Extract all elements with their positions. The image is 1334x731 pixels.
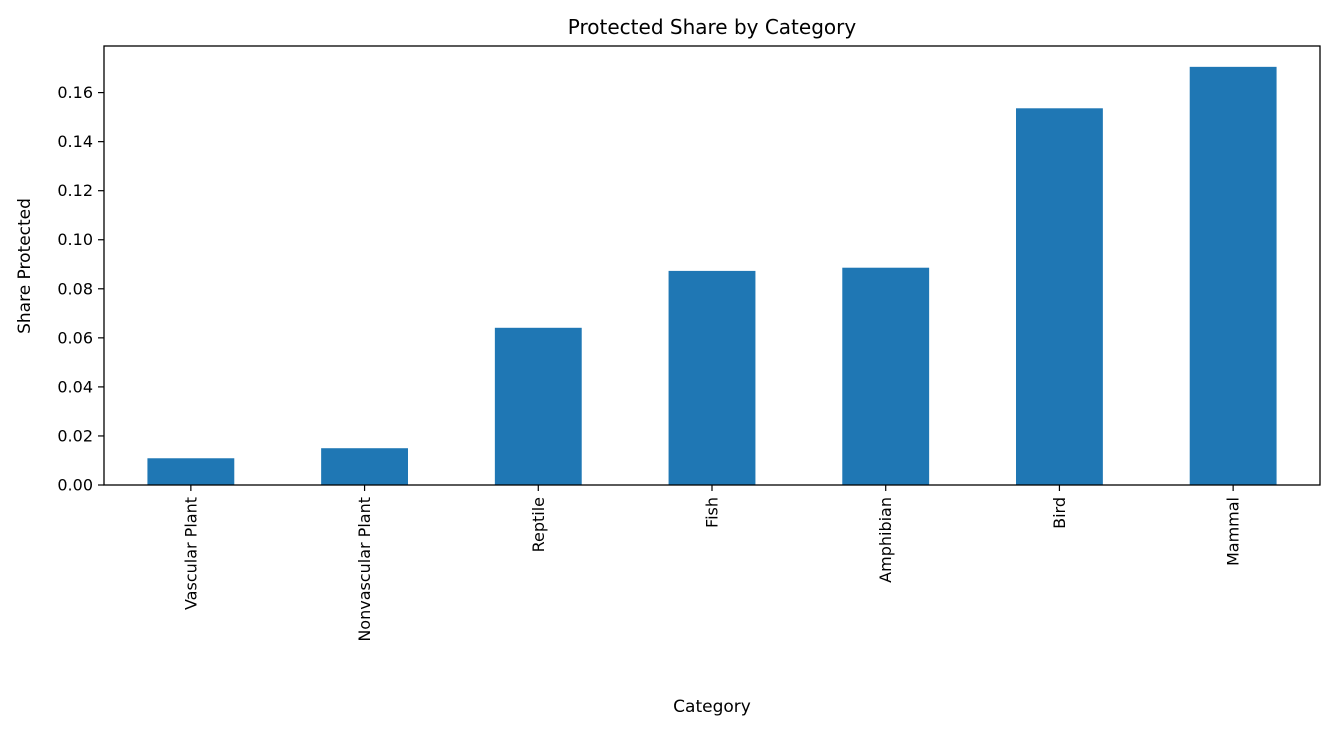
x-tick-label: Reptile <box>529 497 548 552</box>
bar-amphibian <box>842 267 930 485</box>
chart-title: Protected Share by Category <box>568 15 857 39</box>
x-tick-label: Bird <box>1050 497 1069 529</box>
x-tick-label: Vascular Plant <box>181 497 200 610</box>
bar-nonvascular-plant <box>321 448 408 485</box>
y-tick-label: 0.08 <box>57 279 93 298</box>
y-tick-label: 0.12 <box>57 181 93 200</box>
y-tick-label: 0.04 <box>57 377 93 396</box>
y-axis-label: Share Protected <box>15 198 35 334</box>
bar-reptile <box>494 327 582 485</box>
x-axis: Vascular Plant Nonvascular Plant Reptile Fi… <box>181 485 1243 642</box>
x-tick-label: Amphibian <box>876 497 895 583</box>
x-tick-label: Fish <box>703 497 722 528</box>
bar-fish <box>668 270 756 485</box>
y-tick-label: 0.16 <box>57 83 93 102</box>
bar-mammal <box>1189 66 1277 485</box>
y-tick-label: 0.00 <box>57 476 93 495</box>
plot-frame <box>103 45 1321 486</box>
bar-vascular-plant <box>147 458 235 485</box>
y-axis: 0.00 0.02 0.04 0.06 0.08 0.10 0.12 0.14 0.16 <box>57 83 104 495</box>
x-tick-label: Nonvascular Plant <box>355 497 374 642</box>
y-tick-label: 0.10 <box>57 230 93 249</box>
bar-bird <box>1016 108 1103 485</box>
x-axis-label: Category <box>673 697 751 717</box>
x-tick-label: Mammal <box>1224 497 1243 566</box>
y-tick-label: 0.02 <box>57 426 93 445</box>
y-tick-label: 0.06 <box>57 328 93 347</box>
y-tick-label: 0.14 <box>57 132 93 151</box>
bars-group <box>147 66 1277 485</box>
